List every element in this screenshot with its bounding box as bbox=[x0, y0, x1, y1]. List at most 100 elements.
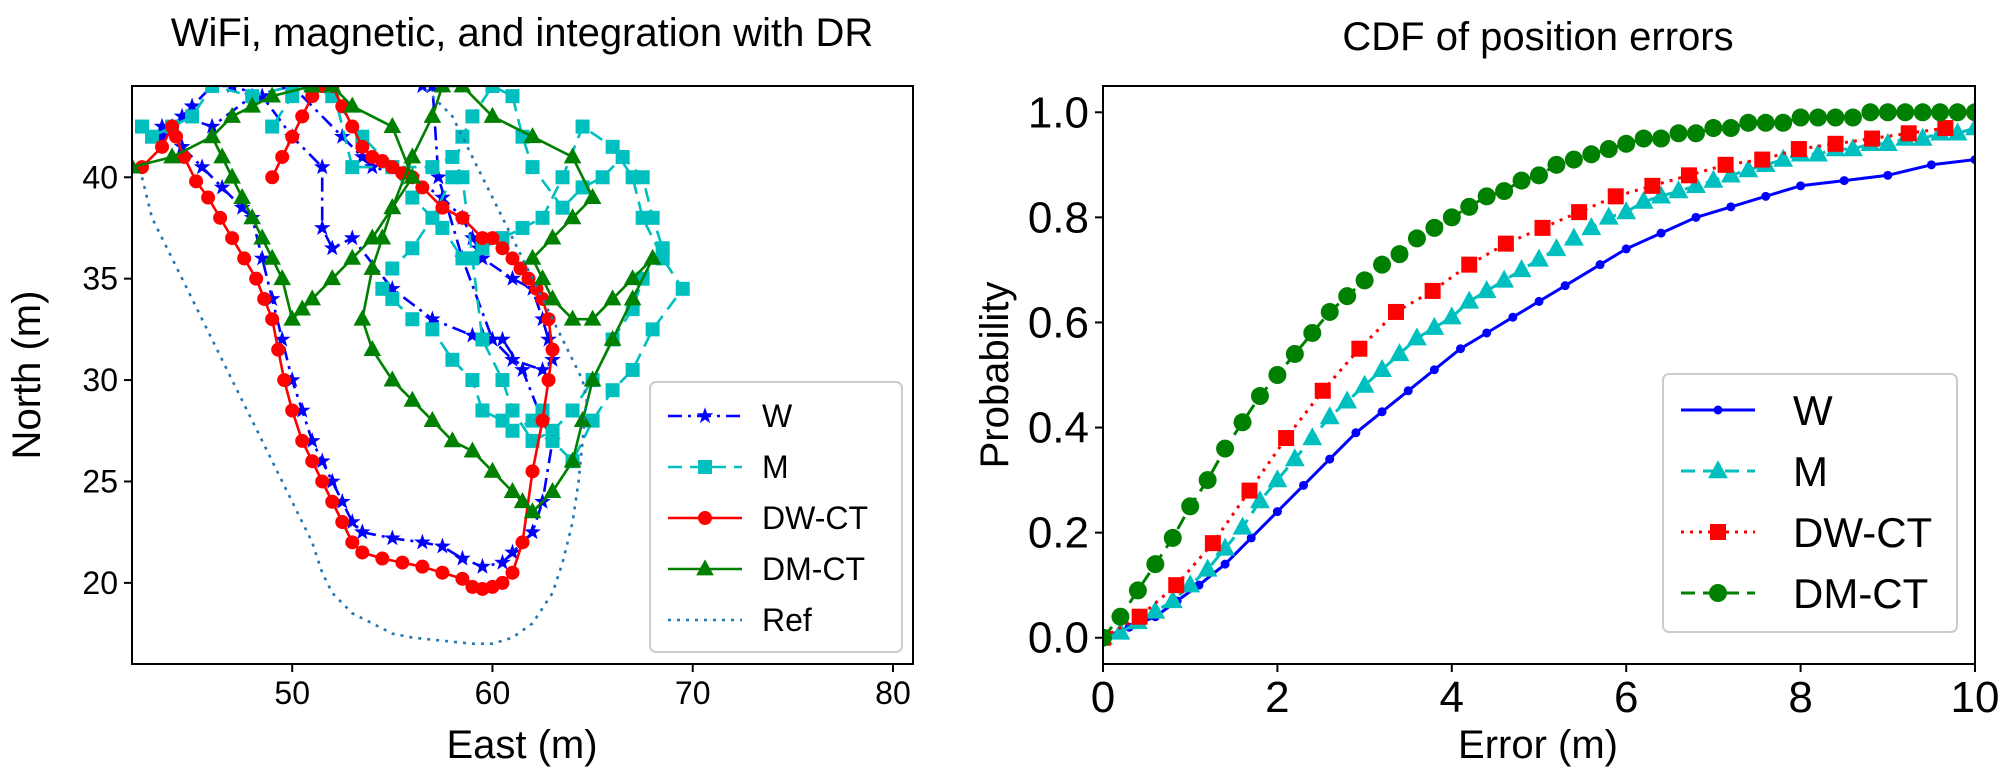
data-point bbox=[541, 373, 556, 388]
data-point bbox=[363, 228, 382, 245]
data-point bbox=[474, 557, 491, 574]
data-point bbox=[475, 332, 490, 347]
legend-label: DW-CT bbox=[1793, 509, 1932, 556]
data-point bbox=[541, 312, 556, 327]
axes-frame bbox=[131, 85, 914, 665]
data-point bbox=[153, 117, 171, 134]
data-point bbox=[595, 170, 610, 185]
data-point bbox=[1680, 167, 1697, 184]
data-point bbox=[1181, 497, 1200, 516]
x-tick-label: 4 bbox=[1440, 673, 1464, 722]
data-point bbox=[1691, 212, 1701, 222]
data-point bbox=[213, 210, 228, 225]
legend-item-dm-ct: DM-CT bbox=[668, 551, 865, 587]
data-point bbox=[1319, 406, 1340, 425]
data-point bbox=[1302, 427, 1323, 446]
data-point bbox=[1337, 390, 1358, 409]
y-axis-label: North (m) bbox=[5, 291, 49, 460]
data-point bbox=[384, 280, 401, 296]
data-point bbox=[1429, 365, 1439, 375]
data-point bbox=[1878, 103, 1897, 122]
legend-item-dw-ct: DW-CT bbox=[668, 500, 868, 536]
data-point bbox=[1459, 290, 1480, 309]
data-point bbox=[313, 452, 331, 469]
data-point bbox=[1651, 185, 1671, 204]
data-point bbox=[1216, 439, 1235, 458]
data-point bbox=[203, 117, 221, 134]
data-point bbox=[563, 309, 582, 326]
data-point bbox=[1246, 533, 1256, 543]
data-point bbox=[1530, 166, 1548, 185]
data-point bbox=[1325, 454, 1335, 464]
data-point bbox=[323, 269, 342, 286]
data-point bbox=[525, 433, 540, 448]
data-point bbox=[1621, 244, 1631, 254]
data-point bbox=[605, 139, 620, 154]
y-tick-label: 0.0 bbox=[1028, 614, 1089, 663]
data-point bbox=[1338, 287, 1357, 306]
data-point bbox=[1354, 374, 1375, 393]
data-point bbox=[1403, 386, 1413, 396]
data-point bbox=[223, 167, 241, 184]
data-point bbox=[525, 160, 540, 175]
data-point bbox=[185, 109, 200, 124]
data-point bbox=[253, 228, 271, 245]
data-point bbox=[1607, 188, 1624, 205]
data-point bbox=[253, 87, 271, 104]
data-point bbox=[505, 423, 520, 438]
data-point bbox=[455, 129, 470, 144]
data-point bbox=[625, 170, 640, 185]
legend-marker bbox=[698, 460, 712, 474]
legend-label: DM-CT bbox=[762, 551, 865, 587]
data-point bbox=[1372, 358, 1392, 377]
legend-item-w: W bbox=[1681, 387, 1833, 434]
data-point bbox=[575, 119, 590, 134]
data-point bbox=[515, 535, 530, 550]
data-point bbox=[403, 167, 422, 184]
data-point bbox=[1931, 103, 1950, 122]
series-ref bbox=[140, 86, 588, 646]
data-point bbox=[543, 228, 562, 245]
data-point bbox=[1145, 600, 1166, 619]
y-tick-label: 35 bbox=[82, 261, 118, 297]
data-point bbox=[263, 248, 281, 265]
axis-ticks: 50 60 70 80 20 25 30 35 40 bbox=[82, 159, 910, 711]
legend-frame bbox=[649, 381, 903, 653]
data-point bbox=[163, 147, 181, 164]
data-point bbox=[1355, 271, 1374, 290]
data-point bbox=[1808, 143, 1828, 162]
data-point bbox=[1595, 260, 1605, 270]
data-point bbox=[1912, 127, 1933, 146]
data-point bbox=[1197, 558, 1218, 577]
data-point bbox=[253, 249, 271, 266]
chart-trajectories: WiFi, magnetic, and integration with DR … bbox=[5, 11, 914, 767]
data-point bbox=[1351, 428, 1361, 438]
x-axis-label: Error (m) bbox=[1458, 723, 1618, 767]
y-tick-label: 30 bbox=[82, 362, 118, 398]
data-point bbox=[365, 149, 380, 164]
data-point bbox=[475, 403, 490, 418]
data-point bbox=[405, 190, 420, 205]
data-point bbox=[225, 231, 240, 246]
data-point bbox=[243, 208, 261, 225]
data-point bbox=[1761, 191, 1771, 201]
data-point bbox=[505, 565, 520, 580]
data-point bbox=[1704, 119, 1723, 138]
x-tick-label: 80 bbox=[875, 675, 911, 711]
data-point bbox=[675, 281, 690, 296]
legend-label: Ref bbox=[762, 602, 812, 638]
plot-area bbox=[132, 86, 690, 646]
data-point bbox=[383, 116, 402, 133]
legend-marker bbox=[698, 511, 712, 525]
data-point bbox=[257, 291, 272, 306]
data-point bbox=[265, 119, 280, 134]
data-point bbox=[415, 180, 430, 195]
data-point bbox=[1424, 282, 1441, 299]
data-point bbox=[525, 464, 540, 479]
series-m bbox=[135, 86, 690, 469]
data-point bbox=[475, 241, 490, 256]
data-point bbox=[1272, 507, 1282, 517]
data-point bbox=[1162, 590, 1183, 609]
data-point bbox=[565, 403, 580, 418]
